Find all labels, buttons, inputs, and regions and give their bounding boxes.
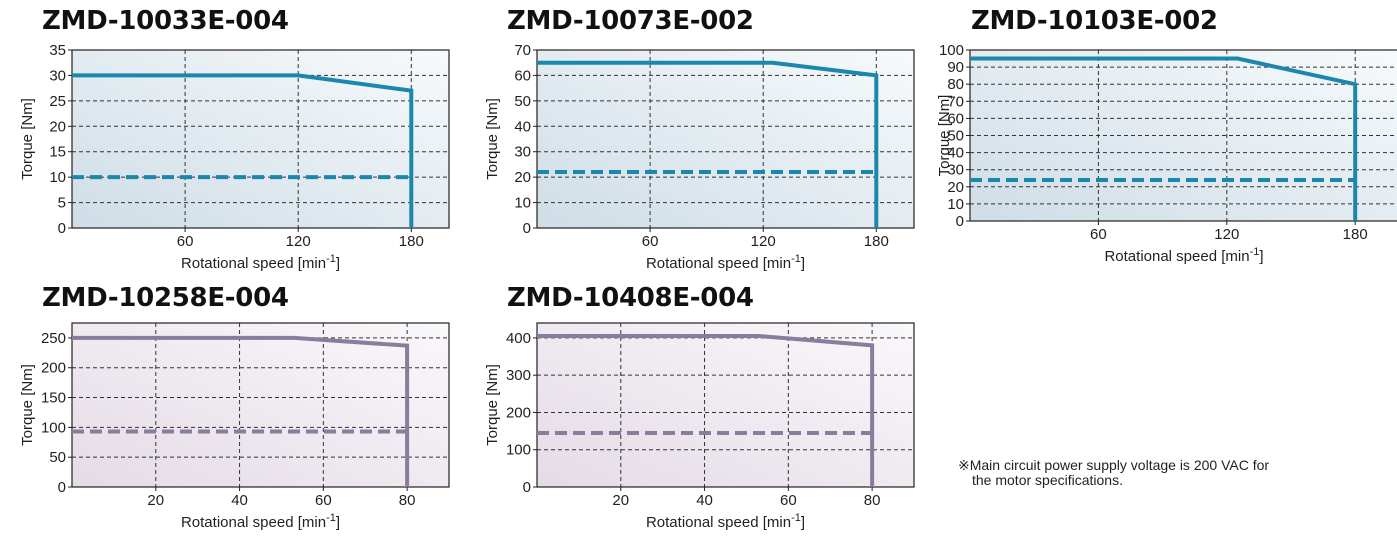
plot-area	[537, 50, 914, 228]
y-tick-label: 0	[58, 220, 66, 237]
y-tick-label: 30	[49, 67, 66, 84]
y-axis-label: Torque [Nm]	[19, 364, 36, 446]
x-tick-label: 60	[780, 492, 797, 509]
x-axis-label: Rotational speed [min-1]	[1104, 246, 1263, 265]
x-axis-label: Rotational speed [min-1]	[181, 253, 340, 272]
x-tick-label: 180	[399, 233, 424, 250]
plot-frame	[536, 322, 915, 488]
x-axis-label: Rotational speed [min-1]	[646, 253, 805, 272]
footnote-line-2: the motor specifications.	[972, 472, 1123, 488]
plot-frame	[536, 49, 915, 229]
max-torque-curve	[537, 334, 875, 487]
y-tick-label: 0	[523, 479, 531, 496]
y-tick-label: 200	[506, 404, 531, 421]
x-tick-label: 120	[751, 233, 776, 250]
y-tick-label: 100	[506, 442, 531, 459]
y-tick-label: 200	[41, 360, 66, 377]
x-tick-label: 180	[864, 233, 889, 250]
x-tick-label: 120	[1214, 226, 1239, 243]
y-tick-label: 50	[514, 93, 531, 110]
chart-title: ZMD-10408E-004	[507, 283, 754, 313]
x-tick-label: 20	[612, 492, 629, 509]
plot-area	[72, 50, 449, 228]
y-tick-label: 30	[947, 162, 964, 179]
y-axis-label: Torque [Nm]	[484, 364, 501, 446]
plot-area	[537, 323, 914, 487]
y-axis-label: Torque [Nm]	[484, 98, 501, 180]
y-tick-label: 0	[523, 220, 531, 237]
torque-chart-zmd-10258e-004: 0 50 100 150 200 250 20 40 60 80 Rotational speed …	[19, 322, 450, 531]
torque-chart-zmd-10073e-002: 0 10 20 30 40 50 60 70 60 120 180 Rotational speed …	[484, 42, 915, 272]
plot-area	[72, 323, 449, 487]
chart-title: ZMD-10258E-004	[42, 283, 289, 313]
chart-panel-zmd-10258e-004: ZMD-10258E-004 0 50 100 150 200 250 20 40 60 80 Ro…	[16, 283, 466, 538]
y-tick-label: 0	[956, 213, 964, 230]
footnote-line-1: ※Main circuit power supply voltage is 20…	[958, 457, 1270, 473]
chart-title: ZMD-10033E-004	[42, 6, 289, 36]
chart-title: ZMD-10103E-002	[971, 6, 1218, 36]
y-tick-label: 50	[49, 449, 66, 466]
footnote: ※Main circuit power supply voltage is 20…	[958, 458, 1378, 488]
x-axis-label: Rotational speed [min-1]	[181, 512, 340, 531]
max-torque-curve	[72, 335, 410, 487]
y-tick-label: 20	[49, 118, 66, 135]
y-tick-label: 80	[947, 76, 964, 93]
chart-panel-zmd-10033e-004: ZMD-10033E-004 0 5 10 15 20 25 30 35 60 120 180 Rot…	[16, 6, 466, 276]
y-tick-label: 5	[58, 195, 66, 212]
y-tick-label: 70	[514, 42, 531, 59]
x-tick-label: 40	[231, 492, 248, 509]
y-tick-label: 40	[947, 145, 964, 162]
torque-chart-zmd-10408e-004: 0 100 200 300 400 20 40 60 80 Rotational speed [m…	[484, 322, 915, 531]
y-axis-label: Torque [Nm]	[19, 98, 36, 180]
y-tick-label: 0	[58, 479, 66, 496]
y-tick-label: 70	[947, 93, 964, 110]
y-tick-label: 20	[947, 179, 964, 196]
y-tick-label: 250	[41, 330, 66, 347]
chart-title: ZMD-10073E-002	[507, 6, 754, 36]
y-tick-label: 30	[514, 144, 531, 161]
max-torque-curve	[72, 73, 414, 228]
y-tick-label: 400	[506, 330, 531, 347]
x-tick-label: 40	[696, 492, 713, 509]
y-tick-label: 10	[947, 196, 964, 213]
y-tick-label: 100	[939, 42, 964, 59]
x-tick-label: 180	[1343, 226, 1368, 243]
y-tick-label: 20	[514, 169, 531, 186]
y-tick-label: 60	[514, 67, 531, 84]
y-tick-label: 35	[49, 42, 66, 59]
max-torque-curve	[970, 56, 1358, 221]
plot-frame	[71, 49, 450, 229]
torque-chart-zmd-10033e-004: 0 5 10 15 20 25 30 35 60 120 180 Rotational speed […	[19, 42, 450, 272]
x-tick-label: 120	[286, 233, 311, 250]
y-tick-label: 40	[514, 118, 531, 135]
plot-frame	[71, 322, 450, 488]
y-tick-label: 50	[947, 128, 964, 145]
y-tick-label: 60	[947, 110, 964, 127]
x-tick-label: 60	[1090, 226, 1107, 243]
y-tick-label: 15	[49, 144, 66, 161]
x-tick-label: 60	[177, 233, 194, 250]
max-torque-curve	[537, 60, 879, 228]
x-tick-label: 80	[399, 492, 416, 509]
chart-panel-zmd-10103e-002: ZMD-10103E-002 0 10 20 30 40 50 60 70 80 90 100 60 1…	[936, 6, 1397, 276]
y-tick-label: 300	[506, 367, 531, 384]
chart-panel-zmd-10408e-004: ZMD-10408E-004 0 100 200 300 400 20 40 60 80 Rota…	[481, 283, 931, 538]
y-axis-label: Torque [Nm]	[936, 95, 953, 177]
y-tick-label: 10	[514, 195, 531, 212]
x-tick-label: 60	[642, 233, 659, 250]
y-tick-label: 90	[947, 59, 964, 76]
x-axis-label: Rotational speed [min-1]	[646, 512, 805, 531]
y-tick-label: 10	[49, 169, 66, 186]
y-tick-label: 25	[49, 93, 66, 110]
x-tick-label: 20	[147, 492, 164, 509]
chart-panel-zmd-10073e-002: ZMD-10073E-002 0 10 20 30 40 50 60 70 60 120 180 Ro…	[481, 6, 931, 276]
x-tick-label: 60	[315, 492, 332, 509]
y-tick-label: 150	[41, 390, 66, 407]
y-tick-label: 100	[41, 419, 66, 436]
x-tick-label: 80	[864, 492, 881, 509]
